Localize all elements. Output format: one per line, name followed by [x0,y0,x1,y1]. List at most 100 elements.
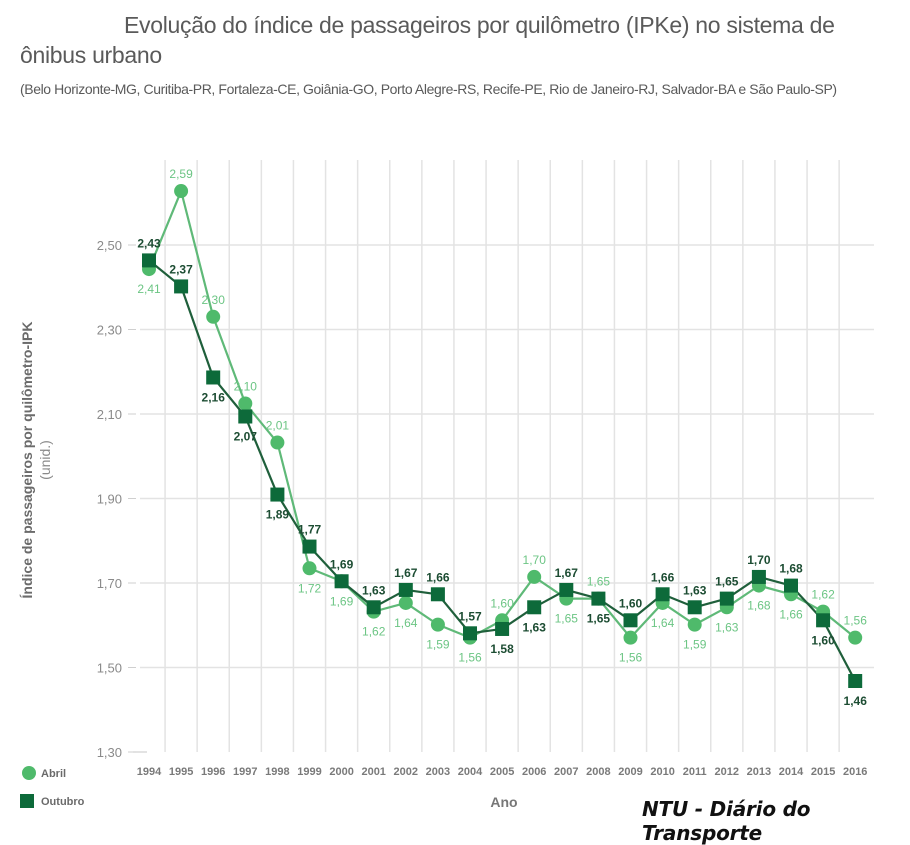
y-tick-label: 1,70 [97,576,122,591]
data-point-abril [848,630,863,645]
x-tick-label: 2009 [618,766,642,778]
data-label-abril: 1,56 [619,651,643,665]
x-tick-label: 2010 [650,766,674,778]
x-tick-label: 2007 [554,766,578,778]
legend-label: Abril [41,768,66,780]
y-tick-label: 1,30 [97,745,122,760]
x-tick-label: 1998 [265,766,289,778]
y-tick-label: 1,90 [97,492,122,507]
data-point-abril [270,435,285,450]
data-point-abril [174,184,189,199]
data-label-outubro: 1,67 [555,566,579,580]
x-tick-label: 2004 [458,766,483,778]
data-label-outubro: 1,65 [715,575,739,589]
data-point-abril [238,396,253,411]
y-tick-label: 2,30 [97,323,122,338]
data-label-abril: 1,56 [458,651,482,665]
data-point-outubro [655,587,670,602]
data-label-abril: 1,59 [426,638,450,652]
data-point-outubro [463,626,477,641]
y-tick-label: 2,50 [97,238,122,253]
data-point-outubro [334,574,349,589]
data-point-abril [302,561,317,576]
x-tick-label: 1995 [169,766,193,778]
data-label-abril: 2,41 [137,282,161,296]
data-point-abril [206,309,221,324]
y-axis-title: Índice de passageiros por quilômetro-IPK [19,322,35,599]
x-axis: 1994 1995 1996 1997 1998 1999 2000 2001 2002 2003… [137,766,868,778]
legend-marker-square-icon [20,794,34,808]
data-label-abril: 1,62 [362,625,386,639]
data-label-outubro: 1,68 [779,562,803,576]
data-label-outubro: 1,63 [523,620,547,634]
x-tick-label: 2008 [586,766,610,778]
data-label-outubro: 2,37 [169,262,193,276]
x-axis-title: Ano [490,794,517,810]
x-tick-label: 2006 [522,766,546,778]
x-tick-label: 2000 [329,766,353,778]
data-point-outubro [784,578,798,593]
x-tick-label: 2016 [843,766,867,778]
chart-title: Evolução do índice de passageiros por qu… [20,10,900,70]
data-point-outubro [751,569,766,584]
data-label-abril: 1,60 [490,596,514,610]
data-label-abril: 1,66 [779,607,803,621]
legend-label: Outubro [41,796,85,808]
data-label-outubro: 1,69 [330,557,354,571]
data-label-abril: 1,64 [394,616,418,630]
data-label-abril: 1,65 [587,575,611,589]
data-point-outubro [302,539,317,554]
data-point-outubro [238,409,253,424]
chart-title-text: Evolução do índice de passageiros por qu… [20,12,835,68]
data-label-abril: 1,59 [683,638,707,652]
y-tick-label: 1,50 [97,661,122,676]
x-tick-label: 2015 [811,766,835,778]
data-label-outubro: 1,58 [490,642,514,656]
series-markers [142,184,863,688]
data-label-abril: 1,68 [747,599,771,613]
data-point-outubro [816,613,831,628]
y-axis: 1,30 1,50 1,70 1,90 2,10 2,30 2,50 [97,238,136,760]
data-point-outubro [398,582,413,597]
grid-lines [133,160,874,753]
data-point-outubro [430,587,445,602]
data-label-outubro: 1,70 [747,553,771,567]
data-label-abril: 1,64 [651,616,675,630]
x-tick-label: 2001 [361,766,385,778]
data-label-abril: 1,70 [523,553,547,567]
data-point-outubro [206,370,221,385]
data-point-outubro [687,600,702,615]
data-label-outubro: 1,60 [811,633,835,647]
data-label-outubro: 1,89 [266,508,290,522]
chart-subtitle: (Belo Horizonte-MG, Curitiba-PR, Fortale… [20,81,837,97]
data-point-outubro [591,591,606,606]
data-label-outubro: 2,07 [234,430,258,444]
data-label-outubro: 1,65 [587,612,611,626]
data-label-abril: 1,56 [844,614,868,628]
data-label-abril: 2,59 [169,167,193,181]
data-label-abril: 2,30 [202,293,226,307]
data-label-outubro: 1,67 [394,566,418,580]
data-point-abril [623,630,638,645]
x-tick-label: 2003 [426,766,450,778]
y-axis-unit: (unid.) [37,440,53,480]
x-tick-label: 1997 [233,766,257,778]
data-label-outubro: 1,66 [651,570,675,584]
x-tick-label: 1994 [137,766,162,778]
x-tick-label: 2013 [747,766,771,778]
data-label-outubro: 2,43 [137,236,161,250]
data-point-abril [398,595,413,610]
x-tick-label: 2014 [779,766,804,778]
data-point-outubro [719,591,734,606]
data-point-outubro [623,613,638,628]
x-tick-label: 1996 [201,766,225,778]
data-label-abril: 1,72 [298,581,322,595]
data-label-outubro: 2,16 [202,390,226,404]
x-tick-label: 1999 [297,766,321,778]
data-label-abril: 1,65 [555,612,579,626]
data-labels: 2,41 2,59 2,30 2,10 2,01 1,72 1,69 1,62 1,64 1,59… [137,167,867,708]
data-point-outubro [495,621,510,636]
y-tick-label: 2,10 [97,407,122,422]
legend: Abril Outubro [20,766,85,808]
